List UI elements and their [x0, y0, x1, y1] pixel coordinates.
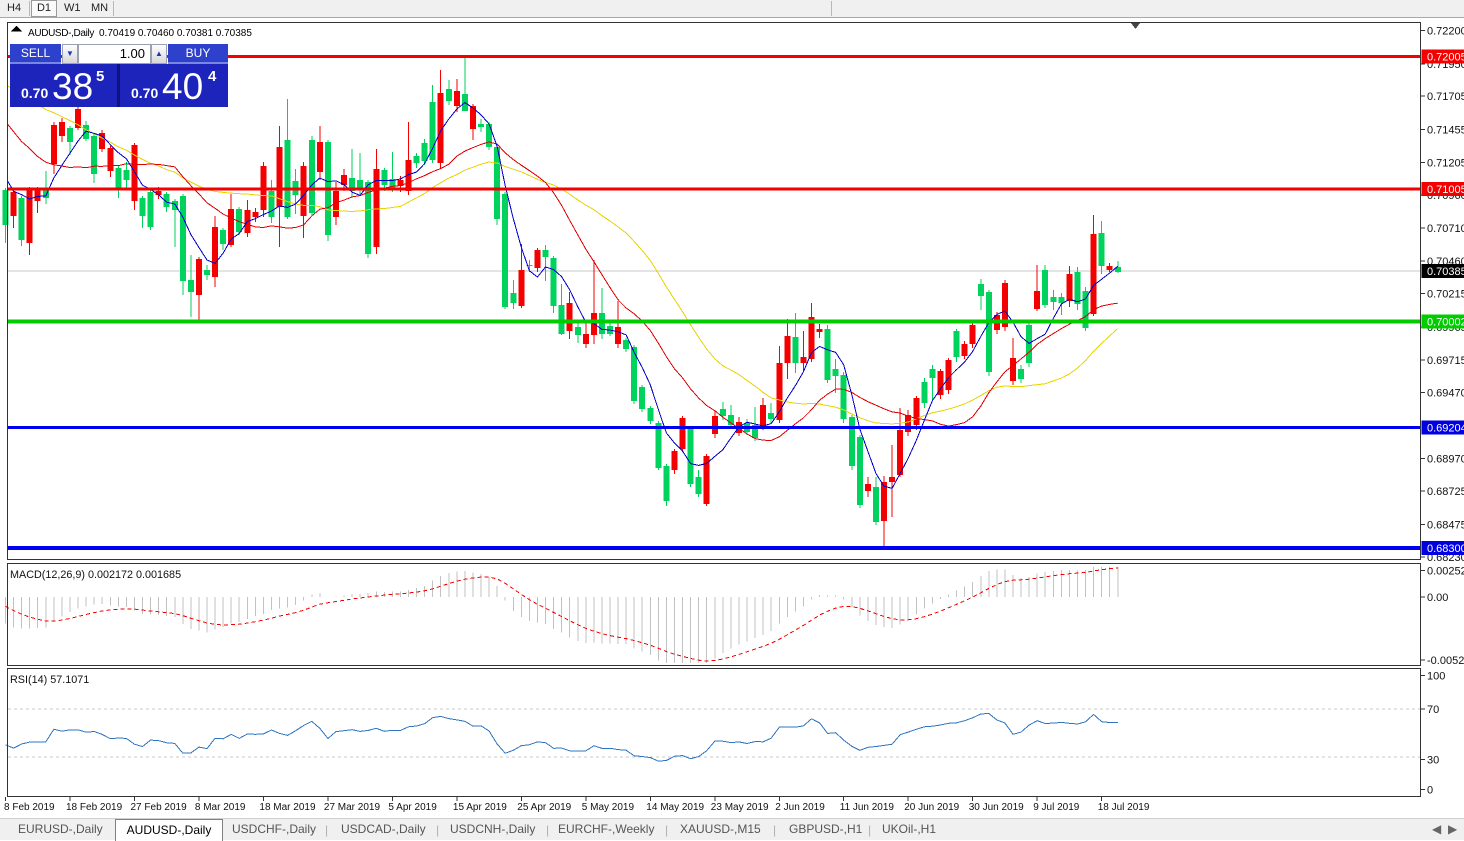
svg-text:0.70710: 0.70710: [1427, 223, 1464, 235]
svg-text:30: 30: [1427, 755, 1439, 767]
svg-text:0.70215: 0.70215: [1427, 289, 1464, 301]
svg-text:18 Mar 2019: 18 Mar 2019: [259, 802, 316, 813]
svg-text:0.71205: 0.71205: [1427, 158, 1464, 170]
svg-text:70: 70: [1427, 704, 1439, 716]
svg-text:0.71705: 0.71705: [1427, 91, 1464, 103]
svg-text:5 Apr 2019: 5 Apr 2019: [388, 802, 437, 813]
svg-text:0.70385: 0.70385: [1427, 266, 1464, 278]
svg-text:18 Jul 2019: 18 Jul 2019: [1098, 802, 1150, 813]
svg-text:15 Apr 2019: 15 Apr 2019: [453, 802, 507, 813]
svg-text:0.68970: 0.68970: [1427, 454, 1464, 466]
svg-text:0.68300: 0.68300: [1427, 543, 1464, 555]
svg-text:30 Jun 2019: 30 Jun 2019: [969, 802, 1024, 813]
svg-text:0.72005: 0.72005: [1427, 52, 1464, 64]
svg-text:0.72200: 0.72200: [1427, 26, 1464, 38]
svg-text:RSI(14) 57.1071: RSI(14) 57.1071: [10, 674, 89, 686]
svg-text:0.68725: 0.68725: [1427, 486, 1464, 498]
svg-text:2 Jun 2019: 2 Jun 2019: [775, 802, 825, 813]
svg-text:20 Jun 2019: 20 Jun 2019: [904, 802, 959, 813]
svg-text:MACD(12,26,9) 0.002172 0.00168: MACD(12,26,9) 0.002172 0.001685: [10, 569, 181, 581]
svg-text:0.002524: 0.002524: [1427, 566, 1464, 578]
svg-text:8 Feb 2019: 8 Feb 2019: [4, 802, 55, 813]
svg-text:14 May 2019: 14 May 2019: [646, 802, 704, 813]
svg-text:27 Feb 2019: 27 Feb 2019: [131, 802, 188, 813]
svg-text:0.69470: 0.69470: [1427, 387, 1464, 399]
svg-text:0.68475: 0.68475: [1427, 519, 1464, 531]
svg-text:8 Mar 2019: 8 Mar 2019: [195, 802, 246, 813]
svg-text:AUDUSD-,Daily: AUDUSD-,Daily: [28, 28, 94, 39]
svg-text:0.70002: 0.70002: [1427, 317, 1464, 329]
svg-text:0.70419 0.70460 0.70381 0.7038: 0.70419 0.70460 0.70381 0.70385: [99, 28, 252, 39]
svg-text:0.69715: 0.69715: [1427, 355, 1464, 367]
svg-text:0.00: 0.00: [1427, 592, 1448, 604]
svg-text:9 Jul 2019: 9 Jul 2019: [1033, 802, 1080, 813]
svg-text:0: 0: [1427, 785, 1433, 797]
svg-text:-0.005234: -0.005234: [1427, 655, 1464, 667]
svg-text:27 Mar 2019: 27 Mar 2019: [324, 802, 381, 813]
svg-text:5 May 2019: 5 May 2019: [582, 802, 635, 813]
svg-text:23 May 2019: 23 May 2019: [711, 802, 769, 813]
svg-text:25 Apr 2019: 25 Apr 2019: [517, 802, 571, 813]
svg-text:11 Jun 2019: 11 Jun 2019: [840, 802, 895, 813]
svg-text:18 Feb 2019: 18 Feb 2019: [66, 802, 123, 813]
svg-text:0.71455: 0.71455: [1427, 124, 1464, 136]
svg-text:100: 100: [1427, 670, 1445, 682]
svg-text:0.71005: 0.71005: [1427, 184, 1464, 196]
svg-text:0.69204: 0.69204: [1427, 423, 1464, 435]
